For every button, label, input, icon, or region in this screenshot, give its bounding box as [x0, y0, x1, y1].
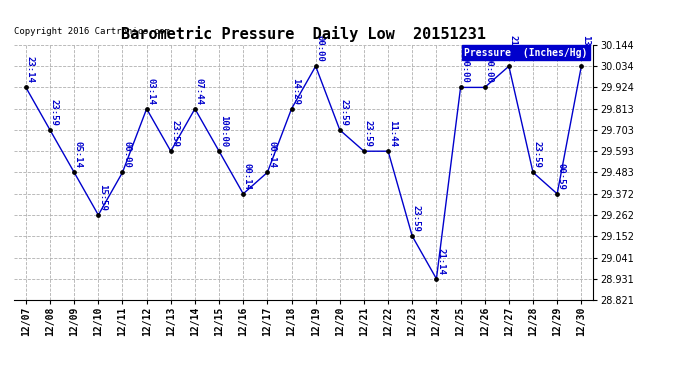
Text: 05:14: 05:14 [74, 141, 83, 168]
Point [189, 106, 200, 112]
Text: Copyright 2016 Cartronics.com: Copyright 2016 Cartronics.com [14, 27, 170, 36]
Point [165, 148, 176, 154]
Text: 23:59: 23:59 [533, 141, 542, 168]
Point [141, 106, 152, 112]
Text: 00:00: 00:00 [460, 56, 469, 83]
Text: 00:00: 00:00 [484, 56, 493, 83]
Point [575, 63, 586, 69]
Point [479, 84, 490, 90]
Point [382, 148, 393, 154]
Point [117, 170, 128, 176]
Text: 21:14: 21:14 [509, 35, 518, 62]
Point [262, 170, 273, 176]
Point [92, 212, 104, 218]
Point [406, 233, 417, 239]
Text: 100:00: 100:00 [219, 115, 228, 147]
Text: 23:59: 23:59 [50, 99, 59, 126]
Point [455, 84, 466, 90]
Title: Barometric Pressure  Daily Low  20151231: Barometric Pressure Daily Low 20151231 [121, 27, 486, 42]
Point [214, 148, 225, 154]
Text: 23:14: 23:14 [26, 56, 34, 83]
Point [286, 106, 297, 112]
Text: Pressure  (Inches/Hg): Pressure (Inches/Hg) [464, 48, 588, 57]
Point [44, 127, 55, 133]
Text: 23:59: 23:59 [412, 205, 421, 232]
Text: 15:59: 15:59 [98, 184, 107, 211]
Point [527, 170, 538, 176]
Text: 03:14: 03:14 [146, 78, 155, 105]
Text: 00:59: 00:59 [557, 163, 566, 190]
Point [359, 148, 370, 154]
Text: 07:44: 07:44 [195, 78, 204, 105]
Text: 00:00: 00:00 [122, 141, 131, 168]
Text: 00:00: 00:00 [315, 35, 324, 62]
Point [552, 191, 563, 197]
Point [237, 191, 248, 197]
Text: 21:14: 21:14 [436, 248, 445, 274]
Text: 23:59: 23:59 [170, 120, 179, 147]
Text: 13:--: 13:-- [581, 35, 590, 62]
Point [334, 127, 345, 133]
Point [504, 63, 515, 69]
Text: 00:14: 00:14 [267, 141, 276, 168]
Point [431, 276, 442, 282]
Text: 23:59: 23:59 [364, 120, 373, 147]
Point [310, 63, 321, 69]
Text: 11:44: 11:44 [388, 120, 397, 147]
Text: 00:14: 00:14 [243, 163, 252, 190]
Text: 14:29: 14:29 [291, 78, 300, 105]
Point [21, 84, 32, 90]
Point [69, 170, 79, 176]
Text: 23:59: 23:59 [339, 99, 348, 126]
